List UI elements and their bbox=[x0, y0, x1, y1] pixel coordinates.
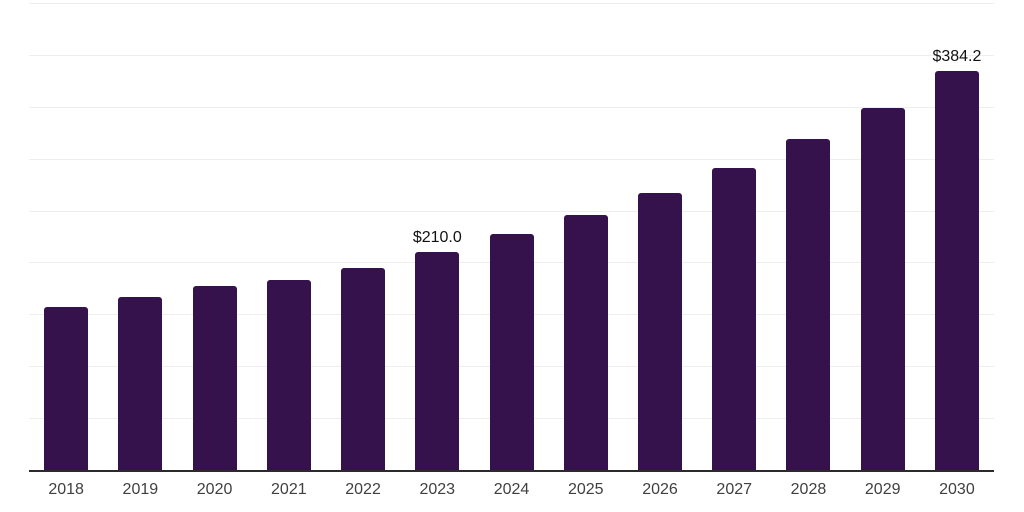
gridline-400 bbox=[29, 54, 994, 56]
gridline-450 bbox=[29, 3, 994, 4]
bar-slot-2023: $210.0 bbox=[400, 3, 474, 470]
x-tick-2025: 2025 bbox=[567, 481, 604, 498]
gridline-250 bbox=[29, 210, 994, 212]
x-axis-line bbox=[29, 470, 994, 472]
x-tick-2020: 2020 bbox=[196, 481, 233, 498]
bar-value-label-2023: $210.0 bbox=[412, 229, 462, 247]
bar-slot-2030: $384.2 bbox=[920, 3, 994, 470]
bar-slot-2026 bbox=[623, 3, 697, 470]
bar-slot-2027 bbox=[697, 3, 771, 470]
x-tick-2026: 2026 bbox=[642, 481, 678, 498]
gridline-300 bbox=[29, 158, 994, 160]
bar-2029 bbox=[860, 107, 905, 470]
bar-2030 bbox=[934, 71, 979, 470]
bar-2018 bbox=[44, 306, 89, 470]
x-tick-2022: 2022 bbox=[345, 481, 381, 498]
x-tick-2019: 2019 bbox=[122, 481, 159, 498]
bar-2026 bbox=[637, 192, 682, 470]
x-tick-2018: 2018 bbox=[48, 481, 84, 498]
bar-2020 bbox=[192, 286, 237, 470]
bar-2027 bbox=[712, 167, 757, 470]
bar-2022 bbox=[341, 267, 386, 470]
bar-slot-2020 bbox=[177, 3, 251, 470]
bar-2019 bbox=[118, 296, 163, 470]
gridline-350 bbox=[29, 106, 994, 108]
x-tick-2028: 2028 bbox=[790, 481, 827, 498]
bar-2025 bbox=[563, 214, 608, 470]
bar-slot-2025 bbox=[549, 3, 623, 470]
bar-2023 bbox=[415, 252, 460, 470]
x-tick-2021: 2021 bbox=[271, 481, 307, 498]
plot-area: $210.0 $384.2 bbox=[29, 3, 994, 472]
x-axis-labels: 2018 2019 2020 2021 2022 2023 2024 2025 2026 2027… bbox=[29, 480, 994, 500]
bar-slot-2019 bbox=[103, 3, 177, 470]
bar-slot-2028 bbox=[771, 3, 845, 470]
bar-slot-2021 bbox=[252, 3, 326, 470]
bar-value-label-2030: $384.2 bbox=[932, 48, 982, 66]
x-tick-2023: 2023 bbox=[419, 481, 456, 498]
bar-slot-2018 bbox=[29, 3, 103, 470]
bar-2028 bbox=[786, 139, 831, 470]
x-tick-2027: 2027 bbox=[716, 481, 753, 498]
bar-slot-2024 bbox=[474, 3, 548, 470]
bar-2021 bbox=[266, 279, 311, 470]
x-tick-2024: 2024 bbox=[493, 481, 530, 498]
bar-slot-2029 bbox=[846, 3, 920, 470]
x-tick-2030: 2030 bbox=[939, 481, 975, 498]
bars-container: $210.0 $384.2 bbox=[29, 3, 994, 470]
bar-slot-2022 bbox=[326, 3, 400, 470]
bar-2024 bbox=[489, 234, 534, 470]
x-tick-2029: 2029 bbox=[864, 481, 901, 498]
